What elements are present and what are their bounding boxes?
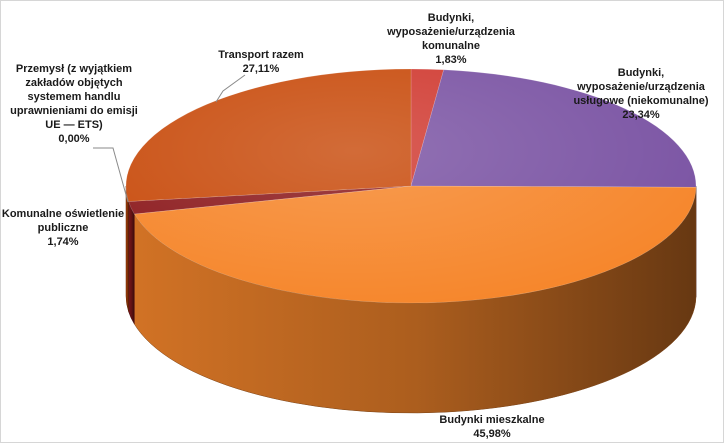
slice-name-line: komunalne: [422, 40, 480, 52]
slice-name-line: Transport razem: [218, 49, 304, 61]
slice-value-label: 27,11%: [243, 63, 280, 75]
slice-value-label: 1,83%: [435, 54, 466, 66]
slice-name-line: UE — ETS): [45, 119, 103, 131]
slice-label-komunalne-oswietlenie-publiczne: Komunalne oświetlenie publiczne 1,74%: [2, 208, 124, 248]
leader-line-przemys-z-wyjatkiem-zak-adow-objetych-systemem-handlu-uprawnieniami-do-emisji-ue-ets: [93, 147, 129, 203]
slice-name-line: usługowe (niekomunalne): [573, 95, 708, 107]
slice-label-budynki-wyposazenie-urzadzenia-us-ugowe-niekomunalne: Budynki, wyposażenie/urządzenia usługowe (…: [573, 67, 708, 121]
slice-label-transport-razem: Transport razem 27,11%: [218, 49, 304, 75]
leader-line-transport-razem: [215, 74, 246, 103]
slice-value-label: 45,98%: [473, 428, 511, 440]
slice-name-line: uprawnieniami do emisji: [10, 105, 138, 117]
slice-value-label: 23,34%: [622, 109, 660, 121]
slice-label-budynki-wyposazenie-urzadzenia-komunalne: Budynki, wyposażenie/urządzenia komunalne 1…: [386, 12, 516, 66]
pie-side-transport-razem: [125, 185, 129, 312]
pie-side-komunalne-oswietlenie-publiczne: [128, 201, 135, 325]
slice-labels: Budynki, wyposażenie/urządzenia komunalne 1…: [2, 12, 709, 440]
leader-lines: [93, 74, 246, 203]
pie-highlight: [126, 69, 696, 303]
slice-value-label: 1,74%: [47, 236, 78, 248]
pie-tops: [125, 68, 697, 304]
slice-name-line: Budynki mieszkalne: [439, 414, 544, 426]
slice-name-line: Budynki,: [428, 12, 474, 24]
slice-name-line: systemem handlu: [28, 91, 121, 103]
slice-value-label: 0,00%: [58, 133, 89, 145]
slice-name-line: zakładów objętych: [25, 77, 122, 89]
slice-name-line: publiczne: [38, 222, 89, 234]
slice-label-budynki-mieszkalne: Budynki mieszkalne 45,98%: [439, 414, 544, 440]
slice-name-line: Komunalne oświetlenie: [2, 208, 124, 220]
slice-name-line: wyposażenie/urządzenia: [576, 81, 706, 93]
slice-name-line: wyposażenie/urządzenia: [386, 26, 516, 38]
slice-name-line: Budynki,: [618, 67, 664, 79]
slice-name-line: Przemysł (z wyjątkiem: [16, 63, 132, 75]
pie-sides: [125, 185, 697, 414]
slice-label-przemys-z-wyjatkiem-zak-adow-objetych-systemem-handlu-uprawnieniami-do-emisji-ue-ets: Przemysł (z wyjątkiem zakładów objętych sy…: [10, 63, 138, 145]
